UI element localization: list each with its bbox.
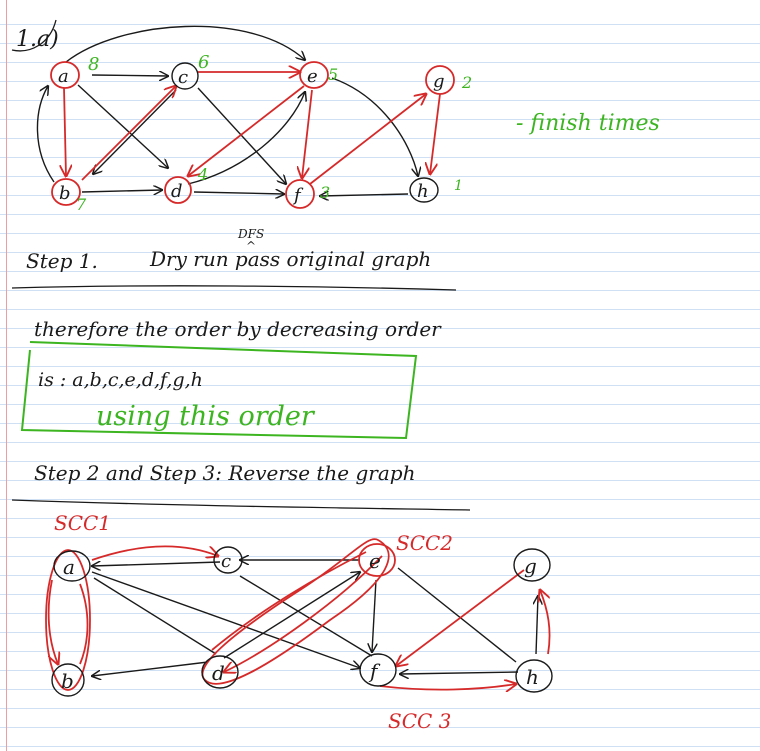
rev-node-e: e (358, 543, 396, 577)
scc2-label: SCC2 (396, 531, 453, 555)
node-c-label: c (178, 67, 188, 88)
node-f-finish-time: 3 (320, 183, 330, 202)
node-b-finish-time: 7 (76, 195, 87, 214)
node-h-label: h (417, 181, 429, 202)
node-a-finish-time: 8 (88, 54, 99, 75)
rev-edge-h-f (400, 672, 519, 674)
rev-edge-e-h (397, 567, 517, 663)
question-label-underline (11, 19, 57, 52)
node-c-finish-time: 6 (198, 52, 209, 73)
dfs-edge-g-h (430, 93, 441, 174)
rev-edge-d-b (92, 661, 209, 676)
using-order-text: using this order (96, 401, 316, 432)
rev-node-h: h (515, 659, 553, 693)
order-highlight-box (20, 341, 418, 440)
rev-edge-d-e (223, 572, 360, 659)
node-a: a 8 (50, 54, 99, 89)
step1-underline (11, 285, 457, 291)
rev-node-b-label: b (61, 669, 74, 693)
node-c: c 6 (171, 52, 209, 90)
edge-h-f (320, 194, 409, 196)
rev-edge-e-f (372, 579, 376, 652)
node-g-label: g (433, 71, 445, 92)
edge-a-e (65, 25, 305, 63)
rev-edge-a-f (91, 571, 360, 668)
step2-text: Step 2 and Step 3: Reverse the graph (34, 461, 415, 485)
node-a-label: a (58, 66, 69, 87)
rev-node-e-label: e (369, 549, 381, 573)
rev-node-c: c (213, 546, 243, 574)
node-f-label: f (292, 185, 304, 206)
dfs-edge-a-b (64, 87, 66, 176)
node-e-label: e (307, 66, 318, 87)
node-b: b 7 (51, 178, 87, 214)
rev-edge-c-a (92, 562, 221, 566)
node-b-label: b (59, 183, 71, 204)
rev-node-d: d (201, 655, 239, 689)
rev-node-g-label: g (524, 554, 537, 578)
rev-node-g: g (513, 548, 551, 582)
edge-c-f (197, 87, 286, 184)
scc1-label: SCC1 (54, 511, 111, 535)
node-d-finish-time: 4 (197, 165, 208, 184)
node-g-finish-time: 2 (461, 73, 472, 92)
dfs-edge-b-c (81, 86, 176, 181)
dfs-annotation: DFS (237, 227, 264, 241)
graph-reversed-scc-edges (47, 545, 551, 690)
node-e-finish-time: 5 (328, 65, 338, 84)
scc1-outline (45, 549, 91, 691)
finish-times-note: - finish times (516, 111, 660, 136)
rev-edge-a-d (93, 577, 217, 655)
graph-original: a 8 c 6 e 5 g 2 b 7 d 4 f (36, 25, 472, 214)
step2-underline (11, 499, 471, 511)
edge-b-d (81, 190, 162, 192)
graph-original-edges (36, 25, 418, 196)
node-e: e 5 (299, 61, 338, 89)
node-f: f 3 (285, 179, 330, 209)
scc-edge-d-e (211, 551, 367, 651)
scc3-label: SCC 3 (388, 709, 451, 733)
dfs-edge-e-f (302, 89, 313, 178)
edge-b-a (36, 86, 55, 183)
rev-node-a-label: a (63, 555, 75, 579)
scc-edge-a-c (91, 545, 218, 561)
scc-edge-f-h (379, 684, 516, 690)
edge-d-e (187, 92, 305, 185)
edge-d-f (193, 192, 284, 194)
graph-reversed-edges (92, 560, 538, 676)
node-h-finish-time: 1 (454, 178, 463, 194)
rev-node-f-label: f (368, 659, 381, 683)
edge-e-h (331, 77, 418, 176)
order-intro: therefore the order by decreasing order (34, 317, 442, 341)
dfs-edge-e-d (188, 85, 305, 176)
edge-a-d (77, 84, 168, 168)
node-g: g 2 (425, 65, 472, 95)
rev-node-c-label: c (221, 551, 231, 572)
order-text: is : a,b,c,e,d,f,g,h (38, 369, 203, 391)
graph-original-dfs-edges (64, 72, 441, 185)
step1-text: Dry run pass original graph (149, 247, 431, 271)
node-h: h 1 (409, 177, 463, 203)
rev-node-f: f (359, 653, 397, 687)
rev-edge-c-f (239, 575, 373, 657)
edge-c-b (93, 89, 177, 174)
graph-reversed: a c e g b d f h SCC1 (45, 511, 553, 733)
dfs-edge-f-g (309, 94, 426, 185)
step1-prefix: Step 1. (26, 249, 98, 273)
rev-edge-h-g (536, 596, 538, 655)
rev-node-b: b (51, 663, 85, 697)
node-d-label: d (171, 181, 183, 202)
node-d: d 4 (164, 165, 208, 204)
scc-edge-a-b (47, 579, 58, 664)
rev-node-a: a (53, 550, 91, 582)
page-margin-line (6, 0, 7, 751)
edge-a-c (91, 75, 168, 76)
dfs-caret: ^ (246, 239, 256, 253)
rev-node-d-label: d (212, 661, 225, 685)
scc-edge-g-f (396, 569, 525, 666)
scc-edge-h-g (540, 590, 551, 655)
rev-node-h-label: h (526, 665, 539, 689)
scc-edge-b-a (79, 583, 89, 665)
